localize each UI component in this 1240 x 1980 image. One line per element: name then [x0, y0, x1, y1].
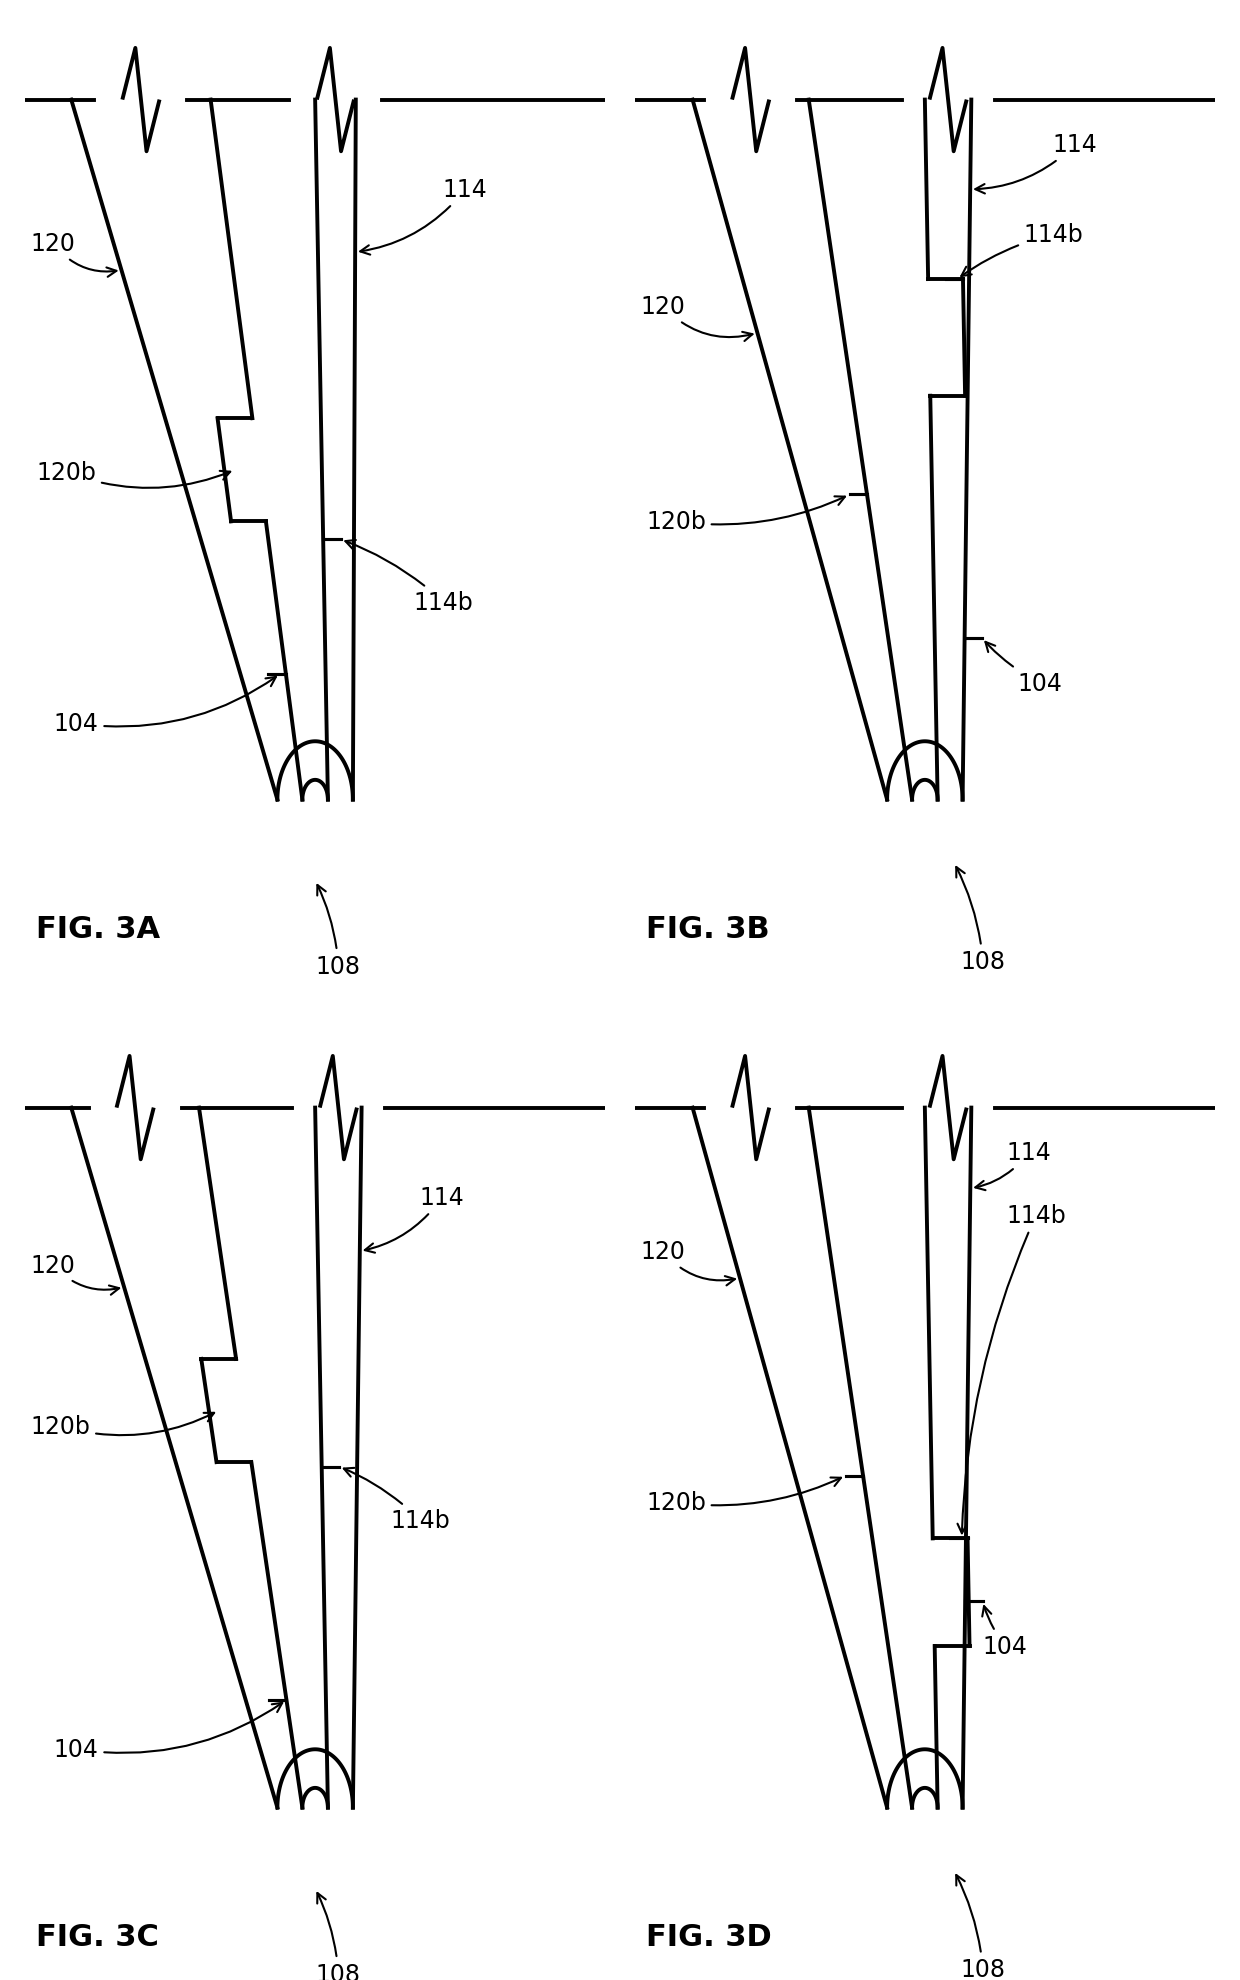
Text: 108: 108: [316, 1893, 361, 1980]
Text: 114b: 114b: [957, 1204, 1066, 1533]
Text: 114b: 114b: [961, 224, 1084, 277]
Text: 120: 120: [640, 295, 753, 343]
Text: 114b: 114b: [343, 1467, 450, 1533]
Text: 114b: 114b: [346, 541, 474, 616]
Text: 120: 120: [640, 1239, 735, 1285]
Text: 104: 104: [53, 1703, 283, 1762]
Text: 104: 104: [982, 1606, 1028, 1657]
Text: FIG. 3D: FIG. 3D: [646, 1923, 771, 1950]
Text: FIG. 3B: FIG. 3B: [646, 915, 770, 942]
Text: 114: 114: [976, 133, 1097, 194]
Text: 104: 104: [986, 644, 1063, 695]
Text: 120b: 120b: [31, 1414, 215, 1439]
Text: 108: 108: [316, 885, 361, 978]
Text: 114: 114: [365, 1186, 465, 1253]
Text: 120b: 120b: [646, 1477, 841, 1515]
Text: 120: 120: [31, 1253, 119, 1295]
Text: 114: 114: [360, 178, 487, 255]
Text: 120b: 120b: [646, 497, 844, 535]
Text: FIG. 3A: FIG. 3A: [36, 915, 160, 942]
Text: 104: 104: [53, 677, 277, 737]
Text: 120b: 120b: [36, 461, 231, 489]
Text: FIG. 3C: FIG. 3C: [36, 1923, 159, 1950]
Text: 120: 120: [31, 232, 117, 277]
Text: 108: 108: [956, 1875, 1006, 1980]
Text: 108: 108: [956, 867, 1006, 974]
Text: 114: 114: [976, 1140, 1052, 1190]
